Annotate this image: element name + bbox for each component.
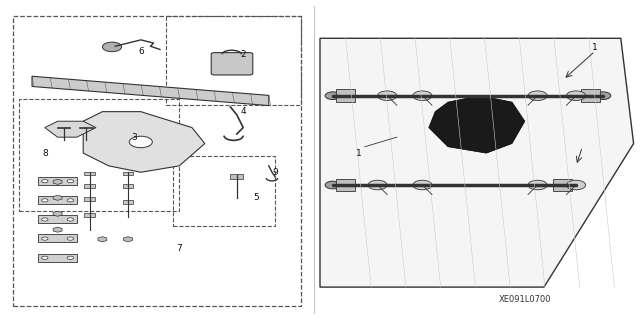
Text: 1: 1 [356, 149, 361, 158]
Polygon shape [124, 237, 132, 242]
Circle shape [528, 91, 547, 100]
Circle shape [42, 180, 48, 183]
Circle shape [67, 237, 74, 240]
Circle shape [67, 199, 74, 202]
Circle shape [129, 136, 152, 148]
Bar [166, 16, 301, 105]
Bar [123, 184, 133, 188]
Text: 6: 6 [138, 47, 143, 56]
Polygon shape [53, 211, 62, 216]
Text: 8: 8 [42, 149, 47, 158]
Text: 2: 2 [241, 50, 246, 59]
Bar [38, 234, 77, 242]
Bar [84, 172, 95, 175]
Bar [336, 89, 355, 102]
Text: 7: 7 [177, 244, 182, 253]
Polygon shape [53, 179, 62, 184]
Text: XE091L0700: XE091L0700 [499, 295, 551, 304]
Polygon shape [53, 227, 62, 232]
Polygon shape [320, 38, 634, 287]
Polygon shape [32, 76, 269, 106]
Circle shape [67, 218, 74, 221]
Circle shape [67, 180, 74, 183]
Text: 4: 4 [241, 107, 246, 116]
Bar [123, 172, 133, 175]
Circle shape [42, 218, 48, 221]
Bar [38, 196, 77, 204]
Circle shape [67, 256, 74, 259]
Text: 3: 3 [132, 133, 137, 142]
Circle shape [378, 91, 397, 100]
Bar [19, 99, 179, 211]
Text: 5: 5 [253, 193, 259, 202]
Circle shape [595, 92, 611, 100]
Circle shape [566, 180, 586, 190]
Circle shape [325, 181, 340, 189]
FancyBboxPatch shape [211, 53, 253, 75]
Circle shape [566, 91, 586, 100]
Bar [84, 213, 95, 217]
Bar [230, 174, 243, 179]
Polygon shape [53, 195, 62, 200]
Bar [38, 177, 77, 185]
Circle shape [528, 180, 547, 190]
Bar [553, 179, 572, 191]
Text: 9: 9 [273, 168, 278, 177]
Polygon shape [83, 112, 205, 172]
Circle shape [413, 91, 432, 100]
Circle shape [368, 180, 387, 190]
Bar [13, 16, 301, 306]
Bar [173, 156, 275, 226]
Circle shape [102, 42, 122, 52]
Bar [38, 254, 77, 262]
Bar [84, 197, 95, 201]
Circle shape [42, 237, 48, 240]
Circle shape [42, 199, 48, 202]
Polygon shape [98, 237, 107, 242]
Bar [38, 215, 77, 223]
Bar [336, 179, 355, 191]
Polygon shape [429, 96, 525, 153]
Bar [580, 89, 600, 102]
Bar [84, 184, 95, 188]
Circle shape [42, 256, 48, 259]
Text: 1: 1 [593, 43, 598, 52]
Bar [123, 200, 133, 204]
Circle shape [413, 180, 432, 190]
Circle shape [568, 181, 583, 189]
Circle shape [325, 92, 340, 100]
Polygon shape [45, 121, 96, 137]
